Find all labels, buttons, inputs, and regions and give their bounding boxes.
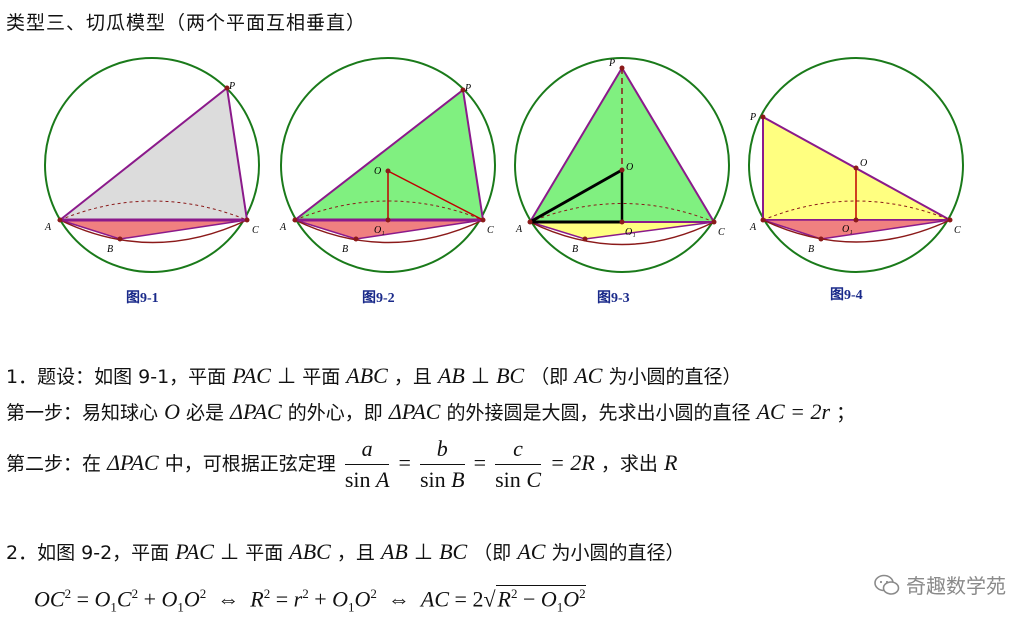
- text-segment: 1．题设：如图 9-1，平面: [6, 366, 227, 388]
- math-abc: ABC: [346, 363, 388, 388]
- label-o: O: [860, 158, 867, 169]
- figure-caption: 图9-3: [597, 290, 630, 306]
- perp-symbol: ⊥: [219, 539, 240, 564]
- text-segment: 中，可根据正弦定理: [164, 453, 336, 475]
- text-segment: ；: [836, 402, 856, 424]
- text-segment: ，且: [336, 542, 375, 564]
- math-pac: PAC: [175, 539, 214, 564]
- text-segment: 为小圆的直径）: [551, 542, 685, 564]
- figure-9-4: P A B C O O₁ 图9-4: [748, 57, 964, 303]
- math-pac: PAC: [232, 363, 271, 388]
- watermark-text: 奇趣数学苑: [906, 574, 1006, 598]
- label-b: B: [572, 244, 578, 255]
- text-segment: 2．如图 9-2，平面: [6, 542, 170, 564]
- math-triangle-pac: ΔPAC: [388, 399, 441, 424]
- fraction-c-sin-c: c sin C: [495, 436, 541, 492]
- math-ac-eq-2r: AC = 2r: [756, 399, 831, 424]
- item-1-line: 1．题设：如图 9-1，平面 PAC ⊥ 平面 ABC ，且 AB ⊥ BC （…: [6, 362, 742, 389]
- math-triangle-pac: ΔPAC: [107, 450, 159, 475]
- math-ac: AC: [574, 363, 603, 388]
- math-abc: ABC: [289, 539, 331, 564]
- text-segment: 平面: [245, 542, 284, 564]
- label-a: A: [515, 224, 523, 235]
- label-o1: O₁: [842, 224, 853, 235]
- perp-symbol: ⊥: [413, 539, 434, 564]
- text-segment: ，且: [393, 366, 432, 388]
- label-c: C: [718, 227, 725, 238]
- step-1-line: 第一步：易知球心 O 必是 ΔPAC 的外心，即 ΔPAC 的外接圆是大圆，先求…: [6, 398, 855, 425]
- math-o: O: [164, 399, 180, 424]
- text-segment: 的外心，即: [287, 402, 383, 424]
- text-segment: 为小圆的直径）: [608, 366, 742, 388]
- label-b: B: [808, 244, 814, 255]
- label-b: B: [342, 244, 348, 255]
- math-eq-2r: = 2R: [550, 450, 595, 475]
- text-segment: 第二步：在: [6, 453, 102, 475]
- text-segment: 平面: [302, 366, 341, 388]
- text-segment: 的外接圆是大圆，先求出小圆的直径: [446, 402, 751, 424]
- perp-symbol: ⊥: [470, 363, 491, 388]
- text-segment: （即: [530, 366, 569, 388]
- fraction-a-sin-a: a sin A: [344, 436, 390, 492]
- figure-9-2: P A B C O O₁ 图9-2: [279, 57, 496, 306]
- label-p: P: [749, 112, 756, 123]
- watermark: 奇趣数学苑: [874, 570, 1006, 599]
- step-2-line: 第二步：在 ΔPAC 中，可根据正弦定理 a sin A = b sin B =…: [6, 436, 678, 492]
- text-segment: 第一步：易知球心: [6, 402, 159, 424]
- figures-panel: P A B C 图9-1 P A B C O O₁: [44, 57, 964, 306]
- label-c: C: [252, 225, 259, 236]
- page-title: 类型三、切瓜模型（两个平面互相垂直）: [6, 12, 367, 34]
- label-o1: O₁: [374, 225, 385, 236]
- label-o1: O₁: [625, 227, 636, 238]
- label-b: B: [107, 244, 113, 255]
- math-bc: BC: [496, 363, 525, 388]
- math-bc: BC: [439, 539, 468, 564]
- math-ab: AB: [437, 363, 465, 388]
- label-o: O: [626, 162, 633, 173]
- perp-symbol: ⊥: [276, 363, 297, 388]
- math-r: R: [663, 450, 678, 475]
- label-a: A: [44, 222, 52, 233]
- formula-line: OC2 = O1C2 + O1O2 ⇔ R2 = r2 + O1O2 ⇔ AC …: [34, 585, 586, 615]
- text-segment: （即: [473, 542, 512, 564]
- label-a: A: [279, 222, 287, 233]
- figure-caption: 图9-2: [362, 290, 395, 306]
- text-segment: ，求出: [600, 453, 658, 475]
- math-triangle-pac: ΔPAC: [230, 399, 282, 424]
- figure-caption: 图9-1: [126, 290, 159, 306]
- label-p: P: [228, 81, 235, 92]
- math-ac: AC: [517, 539, 546, 564]
- label-p: P: [464, 83, 471, 94]
- label-o: O: [374, 166, 381, 177]
- label-c: C: [487, 225, 494, 236]
- item-2-line: 2．如图 9-2，平面 PAC ⊥ 平面 ABC ，且 AB ⊥ BC （即 A…: [6, 538, 685, 565]
- fraction-b-sin-b: b sin B: [419, 436, 465, 492]
- figure-9-3: P A B C O O₁ 图9-3: [514, 57, 730, 306]
- label-c: C: [954, 225, 961, 236]
- figure-caption: 图9-4: [830, 287, 863, 303]
- label-p: P: [608, 58, 615, 69]
- label-a: A: [749, 222, 757, 233]
- figure-9-1: P A B C 图9-1: [44, 57, 260, 306]
- text-segment: 必是: [186, 402, 225, 424]
- math-ab: AB: [380, 539, 408, 564]
- wechat-icon: [874, 574, 900, 595]
